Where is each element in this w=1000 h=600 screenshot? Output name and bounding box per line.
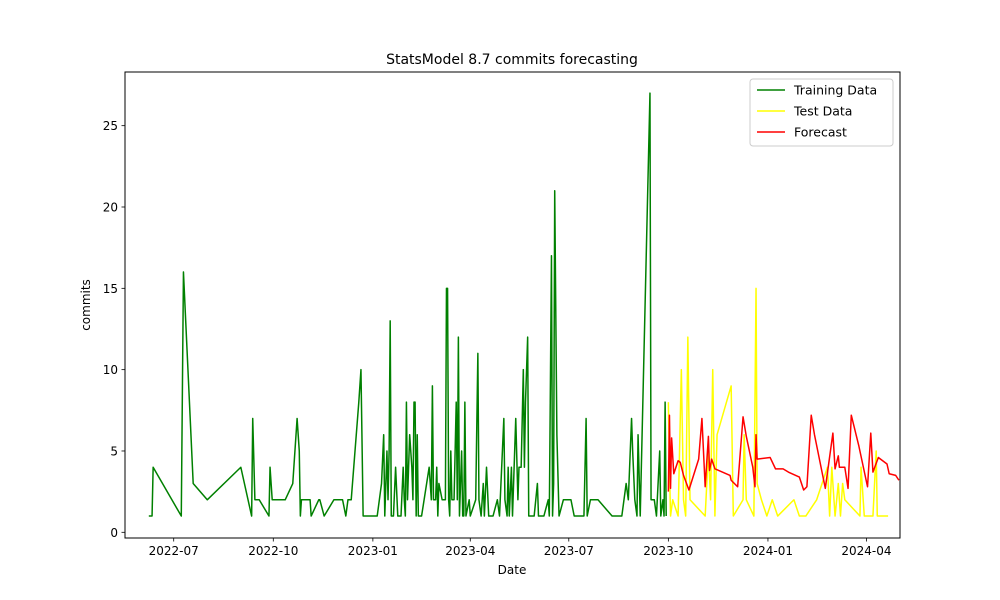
x-tick-label: 2024-01 <box>743 544 793 558</box>
y-axis-label: commits <box>79 279 93 331</box>
legend-box <box>749 78 894 147</box>
series-line-2 <box>667 414 900 492</box>
plot-area <box>124 71 901 539</box>
y-tick-label: 20 <box>103 201 118 215</box>
legend-label-1: Test Data <box>793 104 852 119</box>
legend-label-0: Training Data <box>793 83 877 98</box>
series-line-0 <box>148 92 667 517</box>
x-tick-label: 2023-07 <box>544 544 594 558</box>
x-tick-label: 2022-07 <box>149 544 199 558</box>
y-tick-label: 15 <box>103 282 118 296</box>
x-axis: 2022-07 2022-10 2023-01 2023-04 2023-07 2023-… <box>149 538 892 558</box>
x-tick-label: 2024-04 <box>841 544 891 558</box>
x-tick-label: 2023-01 <box>348 544 398 558</box>
x-tick-label: 2022-10 <box>248 544 298 558</box>
chart-title: StatsModel 8.7 commits forecasting <box>386 52 638 68</box>
x-tick-label: 2023-10 <box>643 544 693 558</box>
x-axis-label: Date <box>498 563 527 577</box>
series-line-1 <box>667 287 889 517</box>
legend: Training Data Test Data Forecast <box>749 78 894 147</box>
y-tick-label: 10 <box>103 363 118 377</box>
series-layer <box>148 92 900 517</box>
y-tick-label: 0 <box>110 526 118 540</box>
y-axis: 0 5 10 15 20 25 <box>103 119 125 540</box>
x-tick-label: 2023-04 <box>445 544 495 558</box>
y-tick-label: 25 <box>103 119 118 133</box>
legend-label-2: Forecast <box>794 125 847 140</box>
y-tick-label: 5 <box>110 444 118 458</box>
